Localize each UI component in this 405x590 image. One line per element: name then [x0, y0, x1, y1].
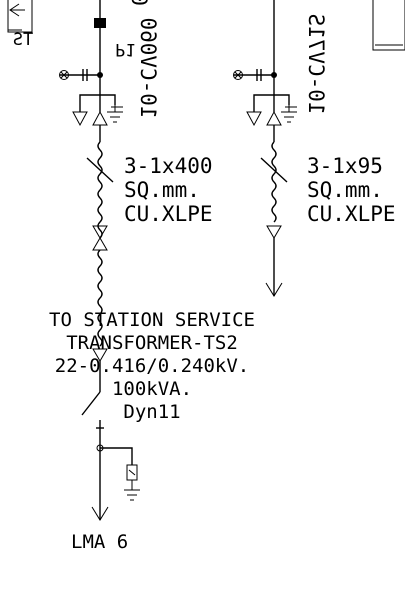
surge-arrester-2 [246, 111, 262, 127]
dest-line2: TRANSFORMER-TS2 [66, 332, 238, 354]
feeder-2-cable-size: 3-1x95 SQ.mm. CU.XLPE [307, 154, 396, 226]
fuse-block [94, 18, 106, 28]
corner-fragment: TS [7, 0, 33, 50]
cable-wavy-2 [271, 141, 277, 223]
earth-symbol-2 [281, 105, 297, 123]
dest-line3: 22-0.416/0.240kV. [55, 355, 249, 377]
corner-tag: TS [13, 30, 33, 50]
load-arrow [91, 506, 109, 521]
pt-earth [124, 480, 140, 501]
mirrored-drawing: TS 0 P1 10-CV060 3-1x400 SQ.mm. [7, 0, 405, 553]
termination-upper [92, 110, 108, 126]
feeder-1-size-line1: 3-1x400 [124, 154, 213, 178]
feeder-2-size-line1: 3-1x95 [307, 154, 383, 178]
dest-line1: TO STATION SERVICE [49, 309, 255, 331]
termination-2-lower [266, 225, 282, 239]
feeder-1-size-line3: CU.XLPE [124, 202, 213, 226]
earth-symbol [107, 105, 123, 123]
switch-blade [81, 391, 101, 416]
feeder-2: 10-CV71S 3-1x95 SQ.mm. CU.XLPE TO STATIO… [49, 0, 396, 423]
feeder-1-size-line2: SQ.mm. [124, 178, 200, 202]
feeder-1: 0 P1 10-CV060 3-1x400 SQ.mm. CU.XLPE [59, 0, 213, 553]
cable-wavy-lower [97, 249, 103, 347]
breaker-tag-p1: P1 [115, 39, 135, 59]
termination-2-upper [266, 110, 282, 126]
termination-lower [92, 348, 108, 362]
surge-arrester [72, 111, 88, 127]
lamp-symbol-2 [233, 70, 243, 80]
lamp-symbol [59, 70, 69, 80]
feeder-1-cable-size: 3-1x400 SQ.mm. CU.XLPE [124, 154, 213, 226]
feeder-2-cable-id: 10-CV71S [304, 13, 328, 114]
feeder-1-load: LMA 6 [71, 531, 128, 553]
feeder-1-cable-id: 10-CV060 [136, 17, 160, 118]
dest-line5: Dyn11 [123, 401, 180, 423]
feeder-1-top-label: 0 [127, 0, 151, 6]
dest-line4: 100kVA. [112, 378, 192, 400]
feeder-2-destination: TO STATION SERVICE TRANSFORMER-TS2 22-0.… [49, 309, 255, 423]
frame-edge [372, 0, 405, 51]
cable-wavy-upper [97, 141, 103, 239]
feeder-2-size-line2: SQ.mm. [307, 178, 383, 202]
transformer-arrow [265, 282, 283, 297]
feeder-2-size-line3: CU.XLPE [307, 202, 396, 226]
